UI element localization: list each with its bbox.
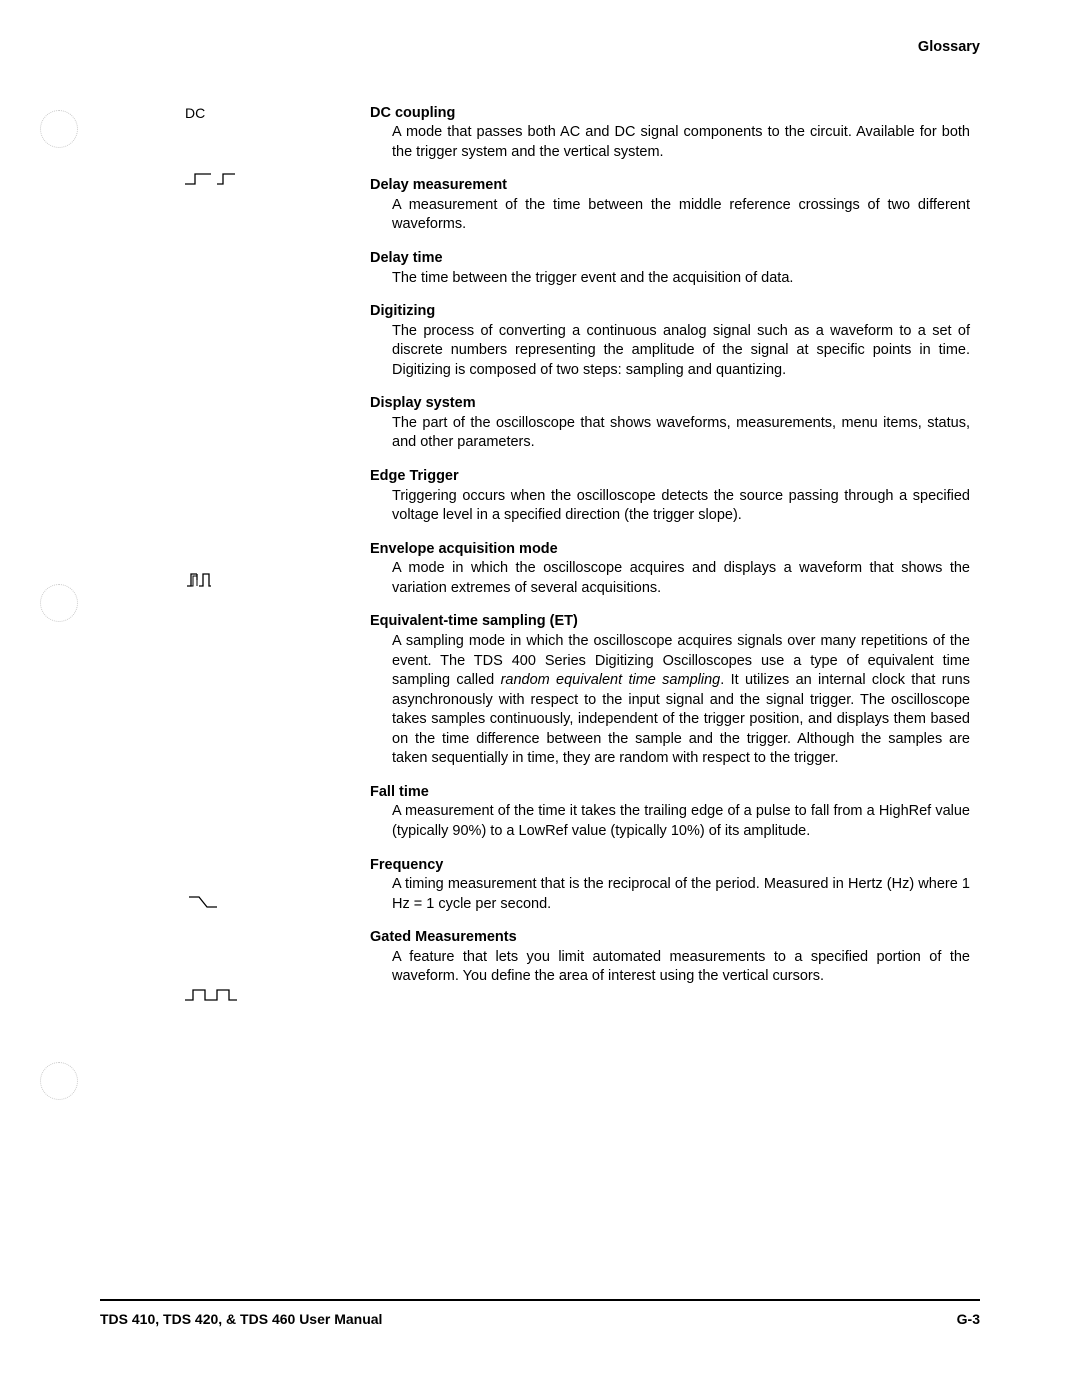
entry-digitizing: Digitizing The process of converting a c…	[370, 302, 970, 380]
definition: A timing measurement that is the recipro…	[392, 875, 970, 914]
entry-delay-time: Delay time The time between the trigger …	[370, 249, 970, 288]
term: Edge Trigger	[370, 467, 970, 487]
punch-hole	[40, 1062, 78, 1100]
entry-gated-measurements: Gated Measurements A feature that lets y…	[370, 928, 970, 987]
entry-edge-trigger: Edge Trigger Triggering occurs when the …	[370, 467, 970, 526]
entry-envelope: Envelope acquisition mode A mode in whic…	[370, 540, 970, 599]
term: Gated Measurements	[370, 928, 970, 948]
entry-delay-measurement: Delay measurement A measurement of the t…	[370, 176, 970, 235]
term: Digitizing	[370, 302, 970, 322]
step-waveform-icon	[185, 172, 235, 186]
term: Fall time	[370, 783, 970, 803]
term: Envelope acquisition mode	[370, 540, 970, 560]
definition: A feature that lets you limit automated …	[392, 948, 970, 987]
term: Delay time	[370, 249, 970, 269]
definition: Triggering occurs when the oscilloscope …	[392, 487, 970, 526]
entry-frequency: Frequency A timing measurement that is t…	[370, 856, 970, 915]
content-area: DC DC coupling A mode that	[100, 104, 980, 987]
definition: A mode in which the oscilloscope acquire…	[392, 559, 970, 598]
term: Frequency	[370, 856, 970, 876]
definition: A mode that passes both AC and DC signal…	[392, 123, 970, 162]
punch-hole	[40, 110, 78, 148]
entry-equivalent-time-sampling: Equivalent-time sampling (ET) A sampling…	[370, 612, 970, 769]
term: Delay measurement	[370, 176, 970, 196]
entry-fall-time: Fall time A measurement of the time it t…	[370, 783, 970, 842]
footer-left: TDS 410, TDS 420, & TDS 460 User Manual	[100, 1310, 382, 1329]
footer: TDS 410, TDS 420, & TDS 460 User Manual …	[100, 1310, 980, 1329]
fall-edge-icon	[185, 893, 221, 911]
definition: The process of converting a continuous a…	[392, 322, 970, 381]
definition: The part of the oscilloscope that shows …	[392, 414, 970, 453]
definition: A measurement of the time between the mi…	[392, 196, 970, 235]
footer-right: G-3	[957, 1310, 980, 1329]
punch-hole	[40, 584, 78, 622]
glossary-entries: DC coupling A mode that passes both AC a…	[370, 104, 980, 987]
definition: A measurement of the time it takes the t…	[392, 802, 970, 841]
term: Equivalent-time sampling (ET)	[370, 612, 970, 632]
footer-rule	[100, 1299, 980, 1301]
definition: The time between the trigger event and t…	[392, 269, 970, 289]
entry-dc-coupling: DC coupling A mode that passes both AC a…	[370, 104, 970, 163]
header-section: Glossary	[100, 38, 980, 58]
entry-display-system: Display system The part of the oscillosc…	[370, 394, 970, 453]
term: DC coupling	[370, 104, 970, 124]
dc-label: DC	[185, 104, 205, 123]
definition: A sampling mode in which the oscilloscop…	[392, 632, 970, 769]
page: Glossary DC DC	[0, 0, 1080, 1397]
envelope-waveform-icon	[185, 570, 233, 588]
term: Display system	[370, 394, 970, 414]
square-wave-icon	[185, 988, 237, 1002]
def-em: random equivalent time sampling	[501, 672, 721, 688]
